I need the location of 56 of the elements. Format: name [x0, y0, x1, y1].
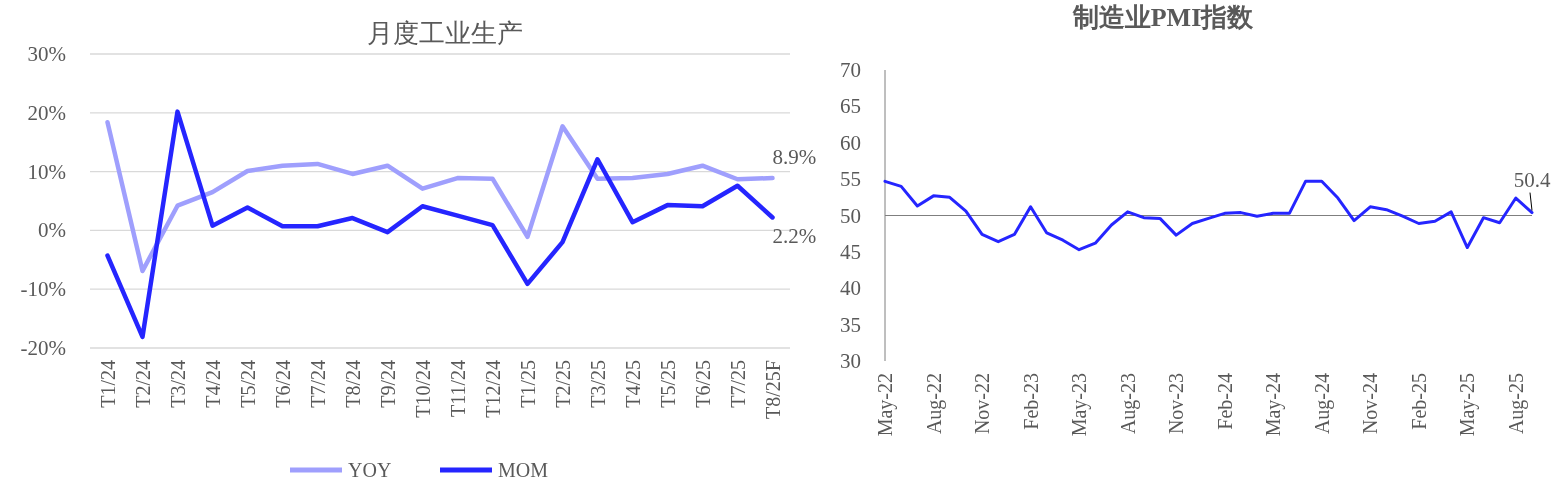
- x-tick-label: T1/25: [516, 360, 539, 408]
- chart-title: 月度工业生产: [367, 19, 523, 48]
- data-label: 50.4: [1513, 167, 1551, 192]
- x-tick-label: T6/24: [271, 360, 294, 408]
- x-tick-label: May-24: [1262, 373, 1286, 437]
- legend-label: YOY: [348, 459, 392, 480]
- x-tick-label: T5/24: [236, 360, 259, 408]
- data-label: 2.2%: [772, 224, 817, 249]
- y-tick-label: 60: [840, 130, 861, 155]
- x-tick-label: May-23: [1068, 373, 1092, 437]
- x-tick-label: Nov-22: [971, 373, 994, 435]
- x-tick-label: Feb-24: [1213, 373, 1236, 430]
- x-tick-label: T11/24: [446, 360, 469, 418]
- data-label: 8.9%: [772, 145, 817, 170]
- x-tick-label: T8/25F: [761, 360, 784, 419]
- x-tick-label: T3/24: [166, 360, 189, 408]
- x-tick-label: Aug-24: [1310, 373, 1334, 435]
- x-tick-label: Feb-23: [1019, 373, 1042, 430]
- x-tick-label: T2/24: [131, 360, 154, 408]
- y-tick-label: 20%: [27, 100, 66, 125]
- y-tick-label: 35: [840, 312, 861, 337]
- x-tick-label: T10/24: [411, 360, 434, 418]
- chart-title: 制造业PMI指数: [1071, 3, 1255, 32]
- x-tick-label: Aug-22: [922, 373, 946, 435]
- x-tick-label: T7/25: [726, 360, 749, 408]
- y-tick-label: 55: [840, 167, 861, 192]
- x-tick-label: T9/24: [376, 360, 399, 408]
- y-tick-label: 30: [840, 349, 861, 373]
- y-tick-label: 50: [840, 203, 861, 228]
- x-tick-label: T12/24: [481, 360, 504, 418]
- x-tick-label: Feb-25: [1407, 373, 1430, 430]
- y-tick-label: 0%: [38, 218, 66, 243]
- x-tick-label: T7/24: [306, 360, 329, 408]
- x-tick-label: T4/24: [201, 360, 224, 408]
- x-tick-label: Aug-23: [1116, 373, 1140, 435]
- x-tick-label: T8/24: [341, 360, 364, 408]
- x-tick-label: May-22: [874, 373, 897, 437]
- x-tick-label: May-25: [1456, 373, 1480, 437]
- y-tick-label: 65: [840, 94, 861, 119]
- x-tick-label: T2/25: [551, 360, 574, 408]
- x-tick-label: T6/25: [691, 360, 714, 408]
- x-tick-label: T5/25: [656, 360, 679, 408]
- x-tick-label: Aug-25: [1504, 373, 1528, 435]
- y-tick-label: 10%: [27, 159, 66, 184]
- x-tick-label: Nov-23: [1165, 373, 1188, 435]
- x-tick-label: T3/25: [586, 360, 609, 408]
- y-tick-label: -20%: [20, 336, 66, 360]
- y-tick-label: 70: [840, 58, 861, 82]
- y-tick-label: -10%: [20, 277, 66, 302]
- x-tick-label: T4/25: [621, 360, 644, 408]
- y-tick-label: 45: [840, 239, 861, 264]
- x-tick-label: Nov-24: [1359, 373, 1382, 435]
- x-tick-label: T1/24: [96, 360, 119, 408]
- y-tick-label: 40: [840, 276, 861, 301]
- legend-label: MOM: [498, 459, 549, 480]
- y-tick-label: 30%: [27, 42, 66, 66]
